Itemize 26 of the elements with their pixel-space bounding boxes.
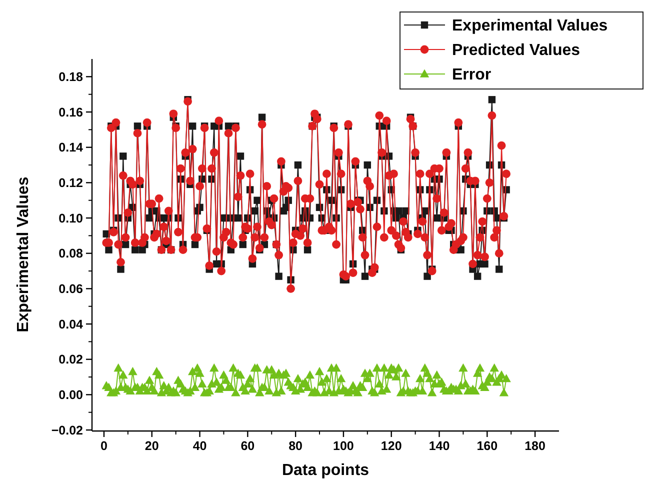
y-tick-label: 0.06 [58,282,84,296]
x-tick-label: 0 [100,439,108,453]
y-axis-title: Experimental Values [15,176,32,332]
y-tick-label: 0.02 [58,352,84,367]
y-tick-label: 0.14 [58,140,84,155]
x-tick-label: 180 [524,439,546,453]
legend-label: Error [452,66,492,84]
x-tick-label: 80 [288,439,303,453]
x-tick-label: 100 [333,439,354,453]
y-tick-label: 0.10 [58,211,84,226]
x-tick-label: 60 [240,439,255,453]
x-tick-label: 160 [476,439,498,453]
y-tick-label: 0.16 [58,105,84,120]
y-tick-label: 0.18 [58,70,84,84]
legend-label: Predicted Values [452,42,580,60]
legend-label: Experimental Values [452,18,608,35]
y-tick-label: 0.00 [58,388,84,402]
x-tick-label: 40 [192,439,207,453]
x-tick-label: 20 [144,439,159,453]
y-tick-label: 0.08 [58,246,84,261]
x-tick-label: 140 [428,439,450,453]
x-axis-title: Data points [282,462,370,479]
y-tick-label: 0.12 [58,176,84,190]
y-tick-label: −0.02 [51,423,84,438]
y-tick-label: 0.04 [58,317,84,332]
x-tick-label: 120 [380,439,402,453]
